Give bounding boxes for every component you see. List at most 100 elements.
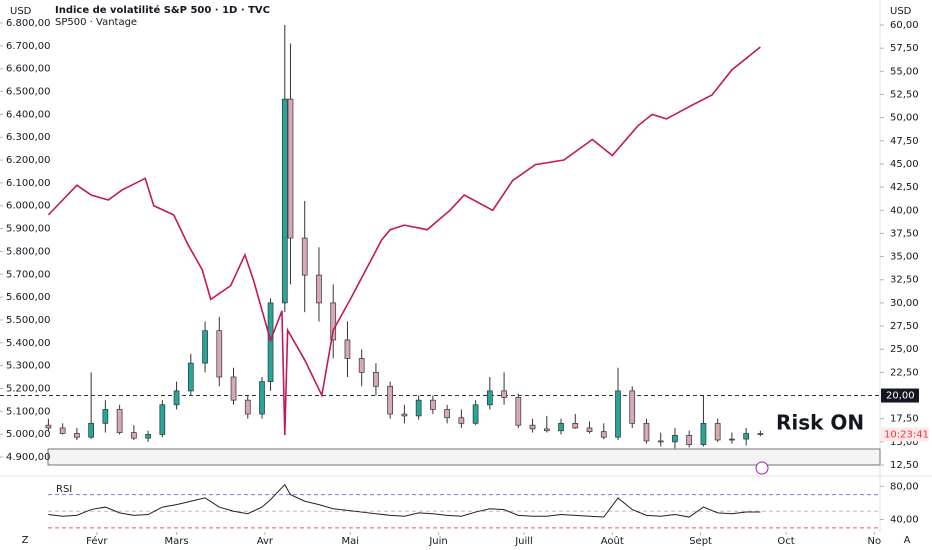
series-line — [47, 46, 761, 436]
candle-body — [672, 435, 678, 443]
candle-body — [281, 98, 288, 304]
x-tick-label: Juill — [514, 536, 533, 547]
candle-body — [244, 399, 251, 415]
candle-body — [159, 404, 166, 435]
y-tick-label: 5.800,00 — [6, 246, 51, 257]
y2-tick-label: 12,50 — [890, 460, 919, 471]
y2-tick-label: 37,50 — [890, 228, 919, 239]
y2-tick-label: 42,50 — [890, 182, 919, 193]
candle-body — [45, 424, 52, 429]
y-tick-label: 5.900,00 — [6, 224, 51, 235]
corner-button[interactable]: Z — [22, 535, 29, 546]
candle-body — [643, 422, 650, 442]
candle-body — [743, 433, 749, 440]
y-tick-label: 5.500,00 — [6, 315, 51, 326]
corner-button[interactable]: A — [904, 535, 911, 546]
y-tick-label: 6.300,00 — [6, 132, 51, 143]
x-tick-label: No — [867, 536, 881, 547]
x-tick-label: Sept — [689, 536, 712, 547]
candle-body — [301, 237, 308, 276]
candle-body — [287, 98, 294, 239]
y2-tick-label: 55,00 — [890, 66, 919, 77]
y-axis-label: USD — [10, 6, 32, 17]
candle-body — [600, 431, 607, 438]
event-icon[interactable] — [755, 461, 769, 475]
y2-tick-label: 32,50 — [890, 275, 919, 286]
candle-body — [116, 409, 123, 433]
chart-title: Indice de volatilité S&P 500 · 1D · TVC — [55, 4, 270, 16]
y-tick-label: 5.000,00 — [6, 429, 51, 440]
candle-body — [344, 339, 351, 359]
candle-body — [74, 433, 80, 438]
candle-body — [543, 428, 550, 432]
x-tick-label: Oct — [777, 536, 794, 547]
x-tick-label: Févr — [86, 535, 108, 547]
candle-body — [501, 390, 507, 398]
candle-body — [415, 399, 422, 417]
y-tick-label: 6.600,00 — [6, 64, 51, 75]
y2-axis-label: USD — [890, 6, 912, 17]
y2-tick-label: 25,00 — [890, 344, 919, 355]
y-tick-label: 5.200,00 — [6, 383, 51, 394]
y-tick-label: 5.700,00 — [6, 269, 51, 280]
x-tick-label: Mai — [342, 536, 360, 547]
y-tick-label: 5.100,00 — [6, 406, 51, 417]
candle-body — [387, 385, 394, 415]
y2-tick-label: 40,00 — [890, 205, 919, 216]
y2-tick-label: 45,00 — [890, 159, 919, 170]
y-tick-label: 5.600,00 — [6, 292, 51, 303]
candle-body — [486, 390, 493, 406]
candle-body — [330, 302, 337, 341]
candle-body — [629, 390, 636, 424]
y2-tick-label: 27,50 — [890, 321, 919, 332]
candle-body — [430, 399, 436, 410]
y2-tick-label: 60,00 — [890, 20, 919, 31]
candle-body — [686, 435, 693, 445]
x-tick-label: Juin — [428, 536, 447, 547]
y-tick-label: 6.500,00 — [6, 87, 51, 98]
y-tick-label: 6.200,00 — [6, 155, 51, 166]
candle-body — [444, 409, 450, 419]
y2-tick-label: 57,50 — [890, 43, 919, 54]
candle-body — [145, 434, 151, 439]
y2-tick-label: 52,50 — [890, 89, 919, 100]
y-tick-label: 6.000,00 — [6, 201, 51, 212]
x-tick-label: Mars — [165, 536, 189, 547]
y2-tick-label: 47,50 — [890, 136, 919, 147]
series-line — [48, 483, 761, 518]
y2-tick-label: 35,00 — [890, 252, 919, 263]
annotation: Risk ON — [776, 411, 864, 435]
candle-body — [230, 376, 237, 401]
pane-title: RSI — [56, 484, 72, 495]
x-tick-label: Avr — [257, 536, 274, 547]
candle-body — [202, 330, 208, 364]
candle-body — [757, 433, 764, 435]
price-tag-label: 20,00 — [886, 391, 915, 402]
candle-body — [131, 432, 137, 439]
candle-body — [572, 422, 579, 429]
candle-body — [259, 381, 265, 415]
candle-body — [700, 422, 707, 445]
y2-tick-label: 22,50 — [890, 367, 919, 378]
candle-body — [458, 417, 465, 424]
time-tag-label: 10:23:41 — [884, 429, 929, 440]
y2-tick-label: 50,00 — [890, 113, 919, 124]
candle-body — [173, 390, 180, 406]
candle-body — [558, 422, 564, 432]
candle-body — [358, 358, 365, 373]
candle-body — [373, 372, 379, 387]
candle-body — [102, 409, 109, 424]
candle-body — [316, 274, 322, 304]
candle-body — [187, 362, 194, 392]
y-tick-label: 6.400,00 — [6, 109, 51, 120]
y-tick-label: 40,00 — [890, 515, 919, 526]
candle-body — [586, 427, 593, 433]
y2-tick-label: 30,00 — [890, 298, 919, 309]
candle-body — [401, 413, 408, 417]
y-tick-label: 5.300,00 — [6, 361, 51, 372]
candle-body — [216, 330, 223, 378]
y2-tick-label: 15,00 — [890, 437, 919, 448]
candle-body — [515, 397, 522, 426]
legend-entry: SP500 · Vantage — [55, 17, 137, 28]
